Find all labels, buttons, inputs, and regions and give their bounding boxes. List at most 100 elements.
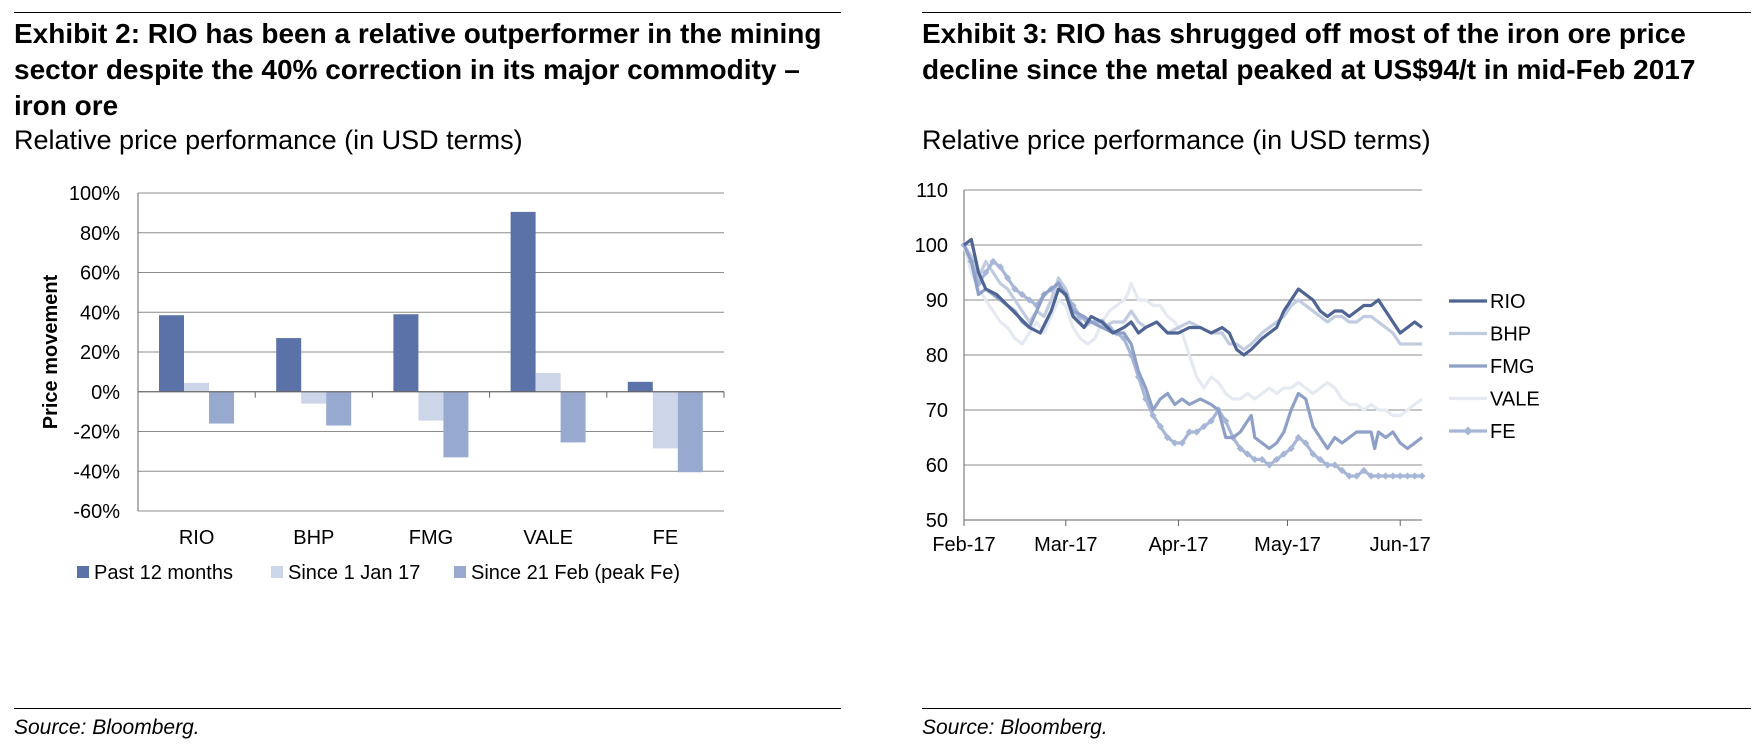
y-tick-label: 90	[926, 290, 948, 312]
series-line-fmg	[962, 244, 1423, 451]
exhibit-2-subtitle: Relative price performance (in USD terms…	[14, 125, 523, 155]
point-fe	[1352, 472, 1361, 480]
point-fe	[1171, 439, 1179, 447]
exhibit-3-source: Source: Bloomberg.	[922, 716, 1108, 739]
bottom-rule	[922, 708, 1751, 709]
bar-fe-since-21-feb-peak-fe	[677, 391, 703, 473]
y-tick-label: 60	[926, 455, 948, 477]
y-tick-label: 20%	[80, 342, 120, 364]
y-tick-label: 100	[915, 235, 948, 257]
point-fe	[1360, 466, 1368, 475]
top-rule	[14, 12, 841, 13]
point-fe	[1185, 428, 1193, 436]
top-rule	[922, 12, 1751, 13]
y-tick-label: 40%	[80, 302, 120, 324]
y-tick-label: -20%	[73, 422, 120, 444]
bar-rio-past-12-months	[159, 315, 184, 392]
legend-item: BHP	[1449, 324, 1531, 346]
y-tick-label: -40%	[73, 461, 120, 483]
bar-fmg-past-12-months	[393, 314, 419, 392]
point-fe	[982, 268, 990, 277]
point-fe	[1200, 422, 1208, 431]
legend-swatch	[271, 566, 283, 578]
legend-label: Past 12 months	[94, 562, 233, 584]
bar-fe-since-1-jan-17	[652, 391, 678, 449]
legend-label: FMG	[1490, 356, 1534, 378]
point-fe	[1236, 444, 1244, 453]
bar-bhp-past-12-months	[276, 338, 302, 392]
point-fe	[1323, 461, 1332, 469]
point-fe	[1127, 351, 1135, 359]
point-fe	[1156, 422, 1164, 431]
point-fe	[1345, 472, 1353, 480]
legend-label: Since 21 Feb (peak Fe)	[471, 562, 680, 584]
legend-marker	[1463, 426, 1473, 436]
bar-rio-since-1-jan-17	[184, 382, 209, 392]
point-fe	[1163, 433, 1172, 442]
y-tick-label: 80%	[80, 223, 120, 245]
bar-vale-since-1-jan-17	[535, 372, 561, 392]
exhibit-2-source: Source: Bloomberg.	[14, 716, 200, 739]
bar-fe-past-12-months	[627, 381, 653, 392]
exhibit-3-subtitle: Relative price performance (in USD terms…	[922, 125, 1431, 155]
point-fe	[1193, 428, 1201, 436]
y-tick-label: 50	[926, 510, 948, 532]
point-fe	[1418, 472, 1426, 480]
bar-vale-past-12-months	[510, 211, 536, 392]
legend-item: FMG	[1449, 356, 1534, 378]
x-tick-label: VALE	[523, 527, 573, 549]
legend-label: Since 1 Jan 17	[288, 562, 420, 584]
legend-item: FE	[1449, 421, 1516, 443]
bar-rio-since-21-feb-peak-fe	[209, 391, 234, 424]
point-fe	[1018, 290, 1026, 299]
legend-swatch	[77, 566, 89, 578]
point-fe	[1222, 417, 1230, 425]
y-tick-label: 70	[926, 400, 948, 422]
series-line-bhp	[962, 244, 1422, 352]
series-line-rio	[963, 237, 1423, 357]
point-fe	[1265, 461, 1273, 469]
bottom-rule	[14, 708, 841, 709]
point-fe	[1243, 450, 1252, 458]
legend-label: VALE	[1490, 389, 1540, 411]
point-fe	[1389, 472, 1397, 480]
exhibit-3-title: Exhibit 3: RIO has shrugged off most of …	[922, 18, 1696, 85]
legend-item: Since 21 Feb (peak Fe)	[454, 562, 680, 584]
x-tick-label: FE	[653, 527, 679, 549]
exhibit-2-title: Exhibit 2: RIO has been a relative outpe…	[14, 18, 822, 121]
point-fe	[1367, 472, 1375, 480]
legend-item: RIO	[1449, 291, 1526, 313]
y-tick-label: 0%	[91, 382, 120, 404]
point-fe	[1273, 455, 1281, 464]
x-tick-label: FMG	[409, 527, 453, 549]
point-fe	[1025, 296, 1034, 304]
legend-item: VALE	[1449, 389, 1540, 411]
point-fe	[1374, 472, 1382, 480]
point-fe	[1302, 439, 1310, 447]
point-fe	[1403, 472, 1412, 480]
legend-swatch	[454, 566, 466, 578]
point-fe	[1331, 461, 1339, 469]
point-fe	[1280, 450, 1288, 458]
series-line-fe	[962, 244, 1422, 478]
point-fe	[1294, 433, 1303, 442]
point-fe	[1207, 417, 1215, 425]
point-fe	[1251, 455, 1259, 464]
y-tick-label: 110	[916, 180, 948, 202]
x-tick-label: BHP	[293, 527, 334, 549]
y-axis-title: Price movement	[40, 274, 62, 429]
bar-vale-since-21-feb-peak-fe	[560, 391, 586, 443]
point-fe	[1316, 455, 1324, 464]
legend-item: Since 1 Jan 17	[271, 562, 420, 584]
point-fe	[1287, 444, 1295, 453]
legend-label: FE	[1490, 421, 1516, 443]
bar-bhp-since-1-jan-17	[301, 391, 327, 404]
y-tick-label: -60%	[73, 501, 120, 523]
x-tick-label: May-17	[1254, 534, 1321, 556]
legend-label: RIO	[1490, 291, 1526, 313]
x-tick-label: Jun-17	[1370, 534, 1431, 556]
y-tick-label: 100%	[69, 183, 120, 205]
point-fe	[1411, 472, 1419, 480]
x-tick-label: Feb-17	[932, 534, 995, 556]
